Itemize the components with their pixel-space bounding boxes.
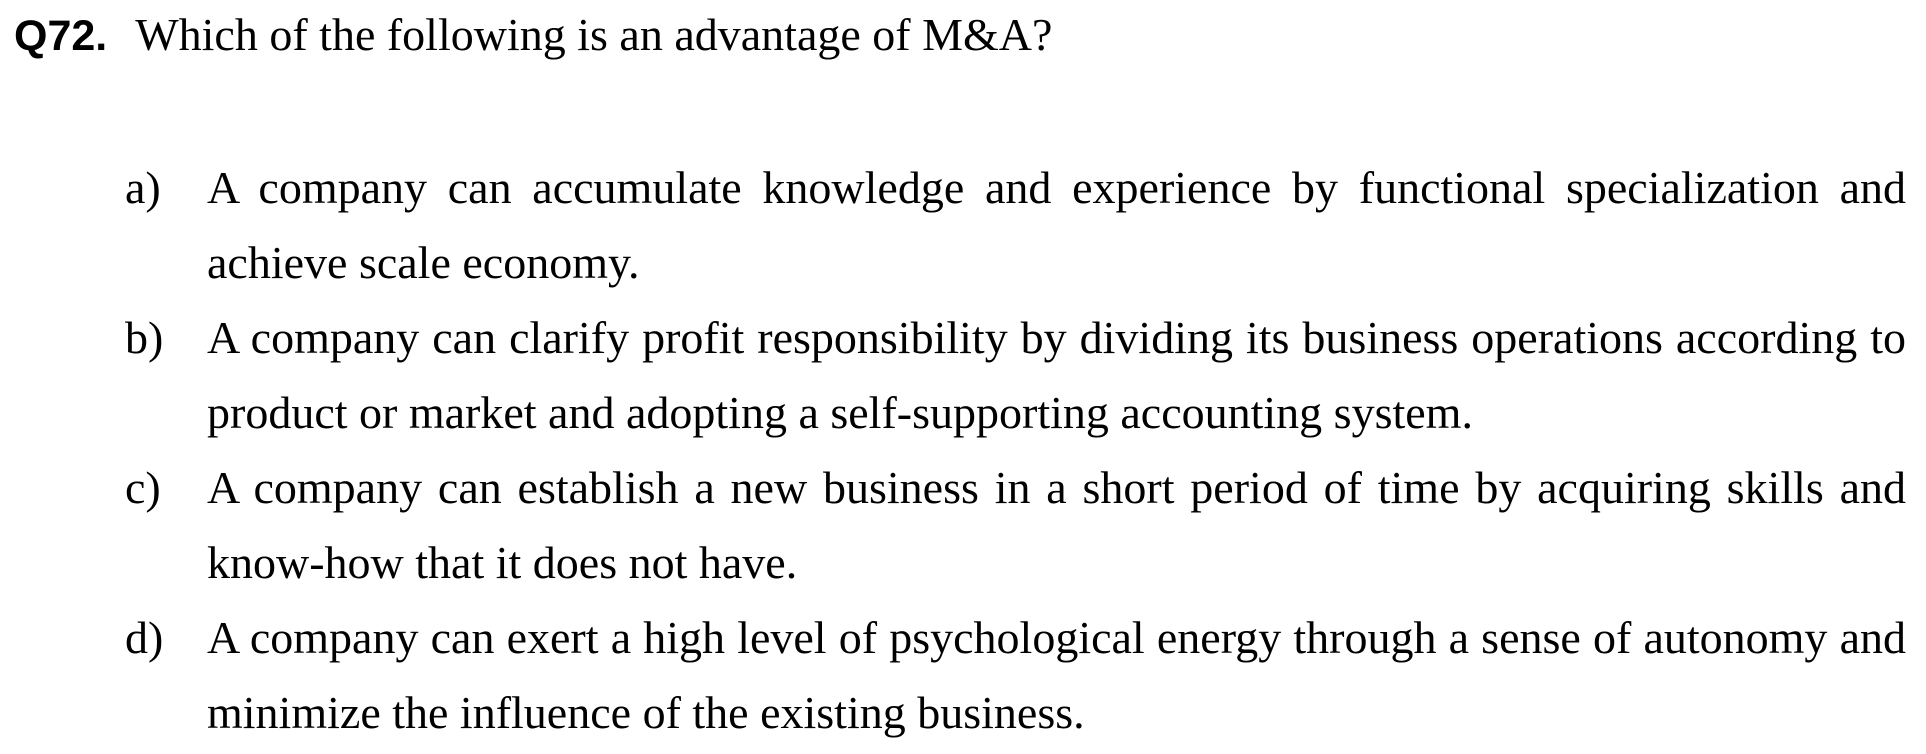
option-b: b) A company can clarify profit responsi… — [125, 300, 1906, 450]
question-header: Q72. Which of the following is an advant… — [14, 8, 1052, 68]
option-letter: a) — [125, 162, 161, 213]
option-text: A company can clarify profit responsibil… — [207, 312, 1906, 438]
option-letter: d) — [125, 612, 164, 663]
option-letter: b) — [125, 312, 164, 363]
option-text: A company can exert a high level of psyc… — [207, 612, 1906, 738]
option-text: A company can accumulate knowledge and e… — [207, 162, 1906, 288]
question-number: Q72. — [14, 12, 108, 60]
option-a: a) A company can accumulate knowledge an… — [125, 150, 1906, 300]
option-text: A company can establish a new business i… — [207, 462, 1906, 588]
option-letter: c) — [125, 462, 161, 513]
option-d: d) A company can exert a high level of p… — [125, 600, 1906, 750]
answer-options: a) A company can accumulate knowledge an… — [125, 150, 1906, 750]
question-text: Which of the following is an advantage o… — [135, 9, 1053, 60]
option-c: c) A company can establish a new busines… — [125, 450, 1906, 600]
